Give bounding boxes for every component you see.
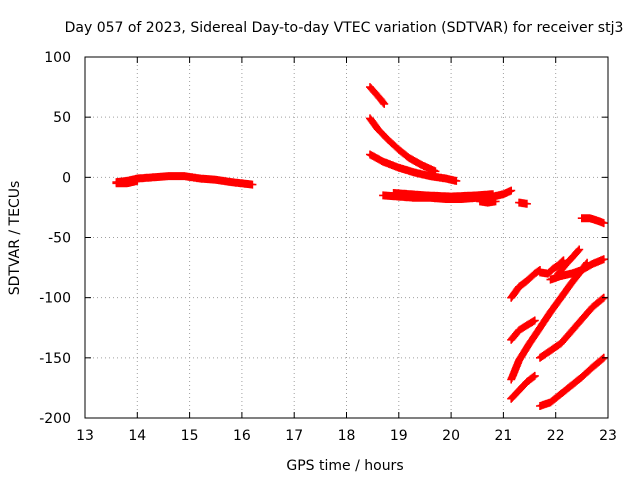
x-tick-label: 23 (599, 428, 617, 444)
series-marker (366, 150, 461, 185)
series-marker (389, 189, 497, 201)
x-tick-label: 15 (181, 428, 199, 444)
x-tick-label: 20 (442, 428, 460, 444)
series-track (389, 189, 497, 201)
series-track (507, 316, 539, 344)
axis-ticks: 13 14 15 16 17 18 19 20 21 22 23 -200 -150 -100 -50 0 50… (39, 50, 617, 444)
series-track (366, 150, 461, 185)
series-track (507, 266, 544, 302)
series-track (536, 256, 568, 278)
series-marker (536, 256, 568, 278)
series-marker (507, 316, 539, 344)
y-tick-label: 0 (62, 170, 71, 186)
series-marker (554, 245, 584, 278)
series-track (475, 197, 500, 207)
series-marker (112, 176, 142, 188)
series-marker (577, 214, 608, 228)
series-marker (515, 198, 531, 208)
series-track (507, 371, 539, 403)
y-tick-label: -100 (39, 291, 71, 307)
y-tick-label: -150 (39, 351, 71, 367)
y-tick-label: -200 (39, 411, 71, 427)
series-marker (366, 83, 389, 108)
series-track (507, 258, 592, 384)
grid-lines (85, 57, 608, 418)
x-tick-label: 16 (233, 428, 251, 444)
x-axis-label: GPS time / hours (286, 458, 403, 474)
x-tick-label: 14 (128, 428, 146, 444)
series-track (515, 198, 531, 208)
x-tick-label: 13 (76, 428, 94, 444)
series-marker (507, 371, 539, 403)
series-track (554, 245, 584, 278)
series-marker (536, 353, 608, 410)
series-track (112, 176, 142, 188)
series-track (366, 114, 440, 176)
y-tick-label: -50 (48, 231, 71, 247)
data-markers (112, 83, 608, 410)
series-marker (536, 293, 608, 362)
series-marker (366, 114, 440, 176)
series-marker (507, 258, 592, 384)
series-track (366, 83, 389, 108)
x-tick-label: 22 (547, 428, 565, 444)
series-track (536, 293, 608, 362)
x-tick-label: 21 (494, 428, 512, 444)
y-tick-label: 100 (44, 50, 71, 66)
x-tick-label: 19 (390, 428, 408, 444)
chart-title: Day 057 of 2023, Sidereal Day-to-day VTE… (65, 20, 624, 36)
series-marker (507, 266, 544, 302)
series-marker (475, 197, 500, 207)
x-tick-label: 17 (285, 428, 303, 444)
y-axis-label: SDTVAR / TECUs (7, 181, 23, 296)
series-track (577, 214, 608, 228)
y-tick-label: 50 (53, 110, 71, 126)
series-track (536, 353, 608, 410)
x-tick-label: 18 (338, 428, 356, 444)
